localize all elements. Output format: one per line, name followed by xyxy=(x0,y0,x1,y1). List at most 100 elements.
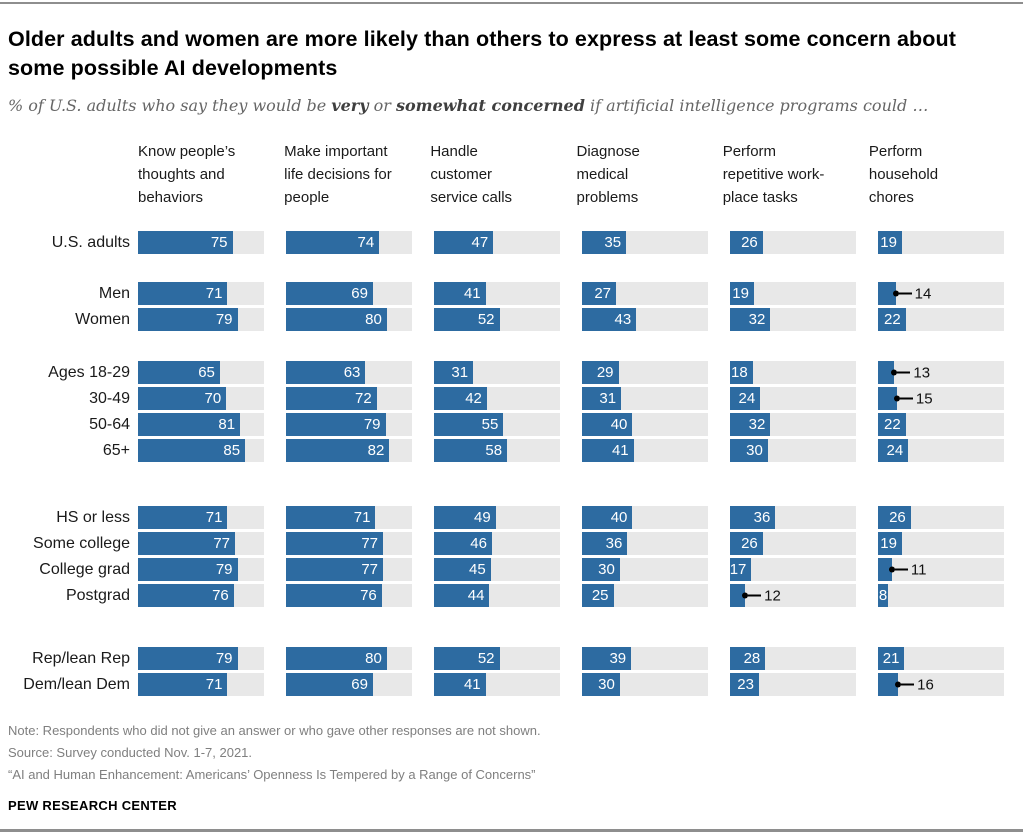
bar: 80 xyxy=(286,308,387,331)
value-label: 17 xyxy=(729,561,747,578)
bar-track: 28 xyxy=(730,647,856,670)
bar-track: 31 xyxy=(582,387,708,410)
callout: 16 xyxy=(895,676,934,693)
bar-cell: 30 xyxy=(582,558,730,581)
bar-cell: 35 xyxy=(582,231,730,254)
bar-track: 22 xyxy=(878,308,1004,331)
value-label: 71 xyxy=(205,509,223,526)
table-row: College grad 79 77 45 30 17 11 xyxy=(8,558,1015,581)
row-group-gender: Men 71 69 41 27 19 14 Women 79 80 52 43 32 22 xyxy=(8,282,1015,331)
table-row: Men 71 69 41 27 19 14 xyxy=(8,282,1015,305)
bar-cell: 71 xyxy=(138,506,286,529)
bar-track: 8 xyxy=(878,584,1004,607)
bar-track: 30 xyxy=(582,558,708,581)
bar-track: 36 xyxy=(582,532,708,555)
bar-track: 80 xyxy=(286,647,412,670)
bar: 70 xyxy=(138,387,227,410)
row-label: 65+ xyxy=(102,442,130,459)
bar-track: 41 xyxy=(434,673,560,696)
row-label: 50-64 xyxy=(89,416,130,433)
bar-track: 65 xyxy=(138,361,264,384)
bar-cell: 85 xyxy=(138,439,286,462)
bar-cell: 31 xyxy=(434,361,582,384)
bar: 32 xyxy=(730,413,771,436)
bar: 19 xyxy=(878,231,902,254)
value-label: 19 xyxy=(732,285,749,302)
table-row: Dem/lean Dem 71 69 41 30 23 16 xyxy=(8,673,1015,696)
chart-footer: Note: Respondents who did not give an an… xyxy=(8,720,1015,786)
bar-track: 13 xyxy=(878,361,1004,384)
bar-track: 79 xyxy=(286,413,412,436)
bar-cell: 12 xyxy=(730,584,878,607)
callout: 11 xyxy=(888,561,926,578)
bar: 79 xyxy=(286,413,386,436)
row-label: U.S. adults xyxy=(51,234,130,251)
bar: 19 xyxy=(878,532,902,555)
bar-track: 82 xyxy=(286,439,412,462)
value-label: 41 xyxy=(463,285,481,302)
bar-track: 49 xyxy=(434,506,560,529)
value-label: 76 xyxy=(360,587,377,604)
value-label: 71 xyxy=(353,509,371,526)
bar: 74 xyxy=(286,231,380,254)
bar-cell: 81 xyxy=(138,413,286,436)
value-label: 36 xyxy=(605,535,623,552)
bar-track: 71 xyxy=(138,506,264,529)
bar-cell: 77 xyxy=(138,532,286,555)
value-label: 55 xyxy=(481,416,499,433)
bar-cell: 8 xyxy=(878,584,1023,607)
bar-cell: 79 xyxy=(138,308,286,331)
bar-track: 76 xyxy=(286,584,412,607)
bar: 31 xyxy=(434,361,474,384)
value-label: 40 xyxy=(610,416,628,433)
bar-track: 17 xyxy=(730,558,856,581)
callout-dot xyxy=(892,290,899,297)
bar-cell: 43 xyxy=(582,308,730,331)
bar-track: 85 xyxy=(138,439,264,462)
bar-cell: 77 xyxy=(286,558,434,581)
bar: 46 xyxy=(434,532,492,555)
bar-track: 70 xyxy=(138,387,264,410)
bar-track: 71 xyxy=(138,673,264,696)
value-label: 13 xyxy=(913,364,931,381)
bar-track: 40 xyxy=(582,413,708,436)
bar-cell: 14 xyxy=(878,282,1023,305)
bar-track: 19 xyxy=(878,231,1004,254)
bar-cell: 19 xyxy=(878,231,1023,254)
row-label: Some college xyxy=(33,535,130,552)
bar-track: 69 xyxy=(286,673,412,696)
bar-cell: 36 xyxy=(730,506,878,529)
bar-track: 74 xyxy=(286,231,412,254)
bar-track: 69 xyxy=(286,282,412,305)
bar-cell: 44 xyxy=(434,584,582,607)
bar: 36 xyxy=(582,532,628,555)
row-group-education: HS or less 71 71 49 40 36 26 Some college 77 77 46… xyxy=(8,506,1015,607)
bar-track: 30 xyxy=(582,673,708,696)
bar-cell: 25 xyxy=(582,584,730,607)
column-header: Handle customer service calls xyxy=(430,143,513,206)
bar-cell: 31 xyxy=(582,387,730,410)
value-label: 39 xyxy=(609,650,627,667)
value-label: 77 xyxy=(361,535,379,552)
bar-cell: 52 xyxy=(434,308,582,331)
bar-cell: 76 xyxy=(138,584,286,607)
bar-track: 14 xyxy=(878,282,1004,305)
value-label: 52 xyxy=(477,311,495,328)
bar: 30 xyxy=(582,558,620,581)
bar: 43 xyxy=(582,308,637,331)
bar-cell: 69 xyxy=(286,673,434,696)
bar-track: 18 xyxy=(730,361,856,384)
bar-track: 26 xyxy=(730,532,856,555)
chart-body: U.S. adults 75 74 47 35 26 19 Men 71 69 41 27 19 14 Wo… xyxy=(8,231,1015,696)
bar-track: 80 xyxy=(286,308,412,331)
bar-track: 42 xyxy=(434,387,560,410)
bar-track: 26 xyxy=(878,506,1004,529)
bar-track: 22 xyxy=(878,413,1004,436)
subtitle-prefix: % of U.S. adults who say they would be xyxy=(8,96,332,115)
top-divider xyxy=(0,2,1023,4)
footer-note: Note: Respondents who did not give an an… xyxy=(8,723,541,738)
bar: 71 xyxy=(138,282,228,305)
bar-track: 45 xyxy=(434,558,560,581)
value-label: 26 xyxy=(741,234,758,251)
bar: 27 xyxy=(582,282,617,305)
